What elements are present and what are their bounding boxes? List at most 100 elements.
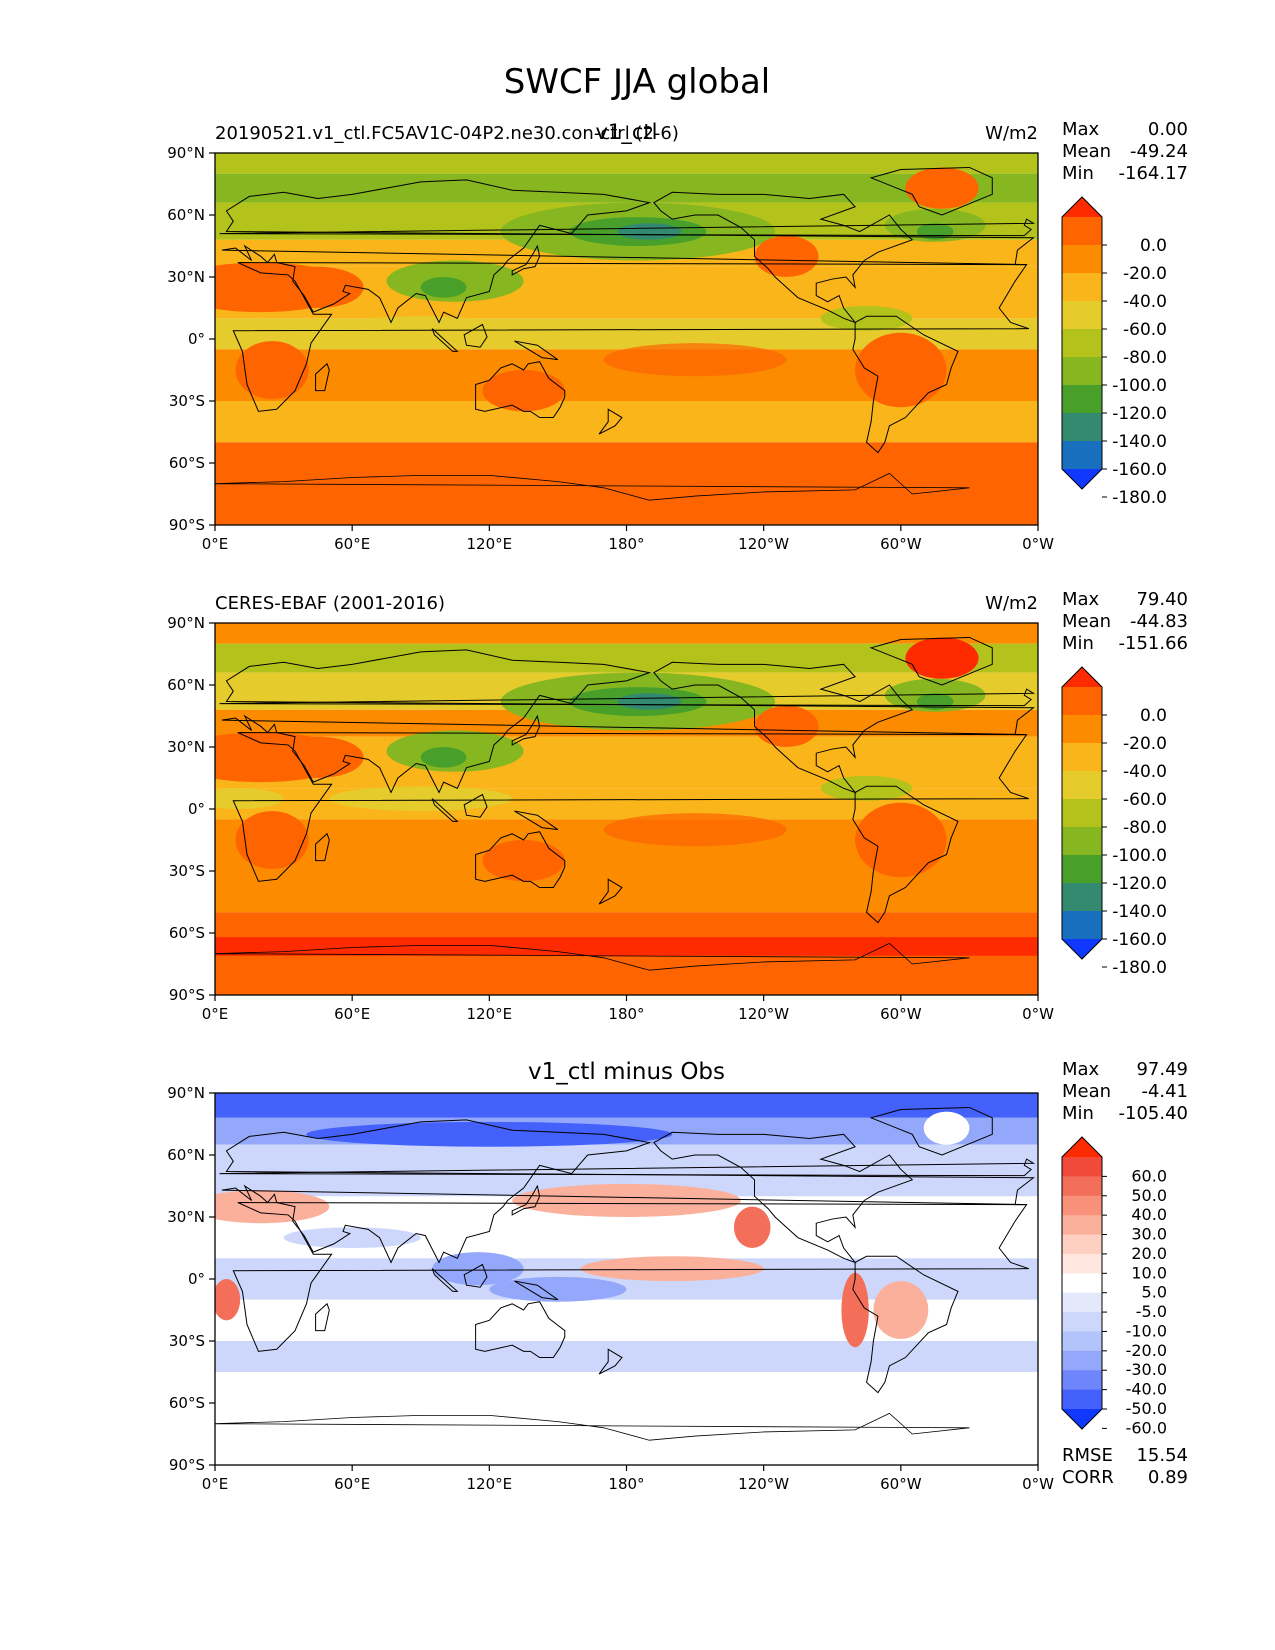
lon-tick-label: 0°E bbox=[202, 1475, 229, 1493]
lon-tick-label: 0°W bbox=[1022, 1005, 1054, 1023]
stat-value: -49.24 bbox=[1130, 141, 1188, 162]
colorbar-label: 30.0 bbox=[1131, 1225, 1167, 1244]
coast-british-isles bbox=[219, 688, 1036, 707]
colorbar-segment bbox=[1062, 1176, 1102, 1197]
lon-tick-label: 180° bbox=[608, 1475, 644, 1493]
coast-north-america bbox=[653, 1131, 914, 1264]
lat-tick-label: 0° bbox=[188, 330, 205, 348]
coastlines bbox=[215, 1106, 1036, 1465]
coast-new-guinea bbox=[514, 340, 559, 361]
colorbar-label: 0.0 bbox=[1140, 236, 1167, 256]
panel-left-title: CERES-EBAF (2001-2016) bbox=[215, 593, 445, 614]
lat-tick-label: 30°S bbox=[169, 1332, 205, 1350]
lat-tick-label: 30°N bbox=[167, 738, 205, 756]
colorbar-segment bbox=[1062, 357, 1102, 386]
colorbar-label: -120.0 bbox=[1112, 404, 1167, 424]
coast-japan bbox=[511, 714, 541, 746]
colorbar-segment bbox=[1062, 1389, 1102, 1410]
colorbar-label: -50.0 bbox=[1126, 1399, 1167, 1418]
colorbar-extend-top bbox=[1062, 1137, 1102, 1157]
coast-greenland bbox=[869, 1106, 993, 1156]
coast-africa bbox=[232, 262, 1030, 412]
coastlines bbox=[215, 166, 1036, 525]
colorbar-extend-bottom bbox=[1062, 469, 1102, 489]
colorbar-label: 40.0 bbox=[1131, 1205, 1167, 1224]
lon-tick-label: 0°W bbox=[1022, 1475, 1054, 1493]
colorbar-segment bbox=[1062, 385, 1102, 414]
colorbar-label: -100.0 bbox=[1112, 846, 1167, 866]
colorbar-segment bbox=[1062, 1273, 1102, 1294]
lon-tick-label: 60°W bbox=[880, 1475, 922, 1493]
coast-new-guinea bbox=[514, 810, 559, 831]
colorbar-segment bbox=[1062, 1215, 1102, 1236]
colorbar-label: -140.0 bbox=[1112, 432, 1167, 452]
colorbar-label: -40.0 bbox=[1126, 1380, 1167, 1399]
colorbar-label: -40.0 bbox=[1123, 762, 1167, 782]
colorbar-segment bbox=[1062, 1195, 1102, 1216]
colorbar-label: -180.0 bbox=[1112, 488, 1167, 508]
figure-title: SWCF JJA global bbox=[504, 62, 771, 102]
coast-madagascar bbox=[315, 362, 330, 392]
panels: 90°N60°N30°N0°30°S60°S90°S0°E 60°E 120°E 18… bbox=[167, 119, 1188, 1493]
stat-label: Mean bbox=[1062, 611, 1111, 632]
lon-tick-label: 60°E bbox=[334, 535, 370, 553]
colorbar-label: -20.0 bbox=[1123, 264, 1167, 284]
colorbar-extend-top bbox=[1062, 197, 1102, 217]
lat-tick-label: 90°N bbox=[167, 1084, 205, 1102]
colorbar-label: -20.0 bbox=[1126, 1341, 1167, 1360]
colorbar-segment bbox=[1062, 1312, 1102, 1332]
lat-tick-label: 90°S bbox=[169, 986, 205, 1004]
panel-1: 90°N 60°N 30°N 0° 30°S 60°S 90°S0°E 60°E 120°E 18… bbox=[167, 119, 1188, 553]
lon-tick-label: 120°W bbox=[738, 1005, 789, 1023]
coast-british-isles bbox=[219, 1158, 1036, 1177]
panel-center-title: v1_ctl minus Obs bbox=[528, 1059, 725, 1085]
coast-british-isles bbox=[219, 218, 1036, 237]
colorbar-label: 5.0 bbox=[1142, 1283, 1167, 1302]
coast-new-zealand bbox=[598, 408, 623, 435]
colorbar-segment bbox=[1062, 1253, 1102, 1274]
lat-tick-label: 30°S bbox=[169, 392, 205, 410]
stat-value: -151.66 bbox=[1119, 633, 1188, 654]
stat-value: 79.40 bbox=[1136, 589, 1188, 610]
stat-label: Max bbox=[1062, 1059, 1100, 1080]
coast-madagascar bbox=[315, 832, 330, 862]
lat-tick-label: 90°S bbox=[169, 516, 205, 534]
rmse-value: 15.54 bbox=[1136, 1445, 1188, 1466]
lat-tick-label: 60°S bbox=[169, 1394, 205, 1412]
colorbar-label: -5.0 bbox=[1136, 1302, 1167, 1321]
colorbar-segment bbox=[1062, 413, 1102, 442]
colorbar-label: 0.0 bbox=[1140, 706, 1167, 726]
coast-australia bbox=[475, 361, 566, 419]
colorbar-segment bbox=[1062, 827, 1102, 856]
corr-value: 0.89 bbox=[1148, 1467, 1188, 1488]
colorbar-segment bbox=[1062, 301, 1102, 330]
lat-tick-label: 0° bbox=[188, 1270, 205, 1288]
colorbar-extend-bottom bbox=[1062, 1409, 1102, 1429]
colorbar-label: -160.0 bbox=[1112, 930, 1167, 950]
lon-tick-label: 120°E bbox=[467, 1005, 513, 1023]
coast-europe-asia bbox=[221, 179, 1035, 324]
stat-label: Min bbox=[1062, 1103, 1094, 1124]
colorbar-extend-top bbox=[1062, 667, 1102, 687]
stat-value: -164.17 bbox=[1119, 163, 1188, 184]
lon-tick-label: 180° bbox=[608, 1005, 644, 1023]
coast-new-zealand bbox=[598, 1348, 623, 1375]
panel-left-title: 20190521.v1_ctl.FC5AV1C-04P2.ne30.con-ct… bbox=[215, 123, 679, 144]
colorbar-segment bbox=[1062, 855, 1102, 884]
lon-tick-label: 120°E bbox=[467, 1475, 513, 1493]
coast-south-america bbox=[852, 785, 959, 924]
lon-tick-label: 0°E bbox=[202, 535, 229, 553]
colorbar-label: -30.0 bbox=[1126, 1360, 1167, 1379]
colorbar-segment bbox=[1062, 217, 1102, 246]
colorbar-segment bbox=[1062, 771, 1102, 800]
colorbar-label: 60.0 bbox=[1131, 1166, 1167, 1185]
panel-3: 90°N 60°N 30°N 0° 30°S 60°S 90°S0°E 60°E 120°E 18… bbox=[167, 1059, 1188, 1493]
colorbar-label: -60.0 bbox=[1123, 320, 1167, 340]
lat-tick-label: 30°N bbox=[167, 268, 205, 286]
coast-australia bbox=[475, 831, 566, 889]
lat-tick-label: 0° bbox=[188, 800, 205, 818]
panel-units: W/m2 bbox=[985, 123, 1038, 144]
colorbar: 0.0 -20.0 -40.0 -60.0 -80.0 -100.0 -120.0 -140.… bbox=[1061, 196, 1167, 508]
colorbar-segment bbox=[1062, 687, 1102, 716]
lat-tick-label: 30°S bbox=[169, 862, 205, 880]
